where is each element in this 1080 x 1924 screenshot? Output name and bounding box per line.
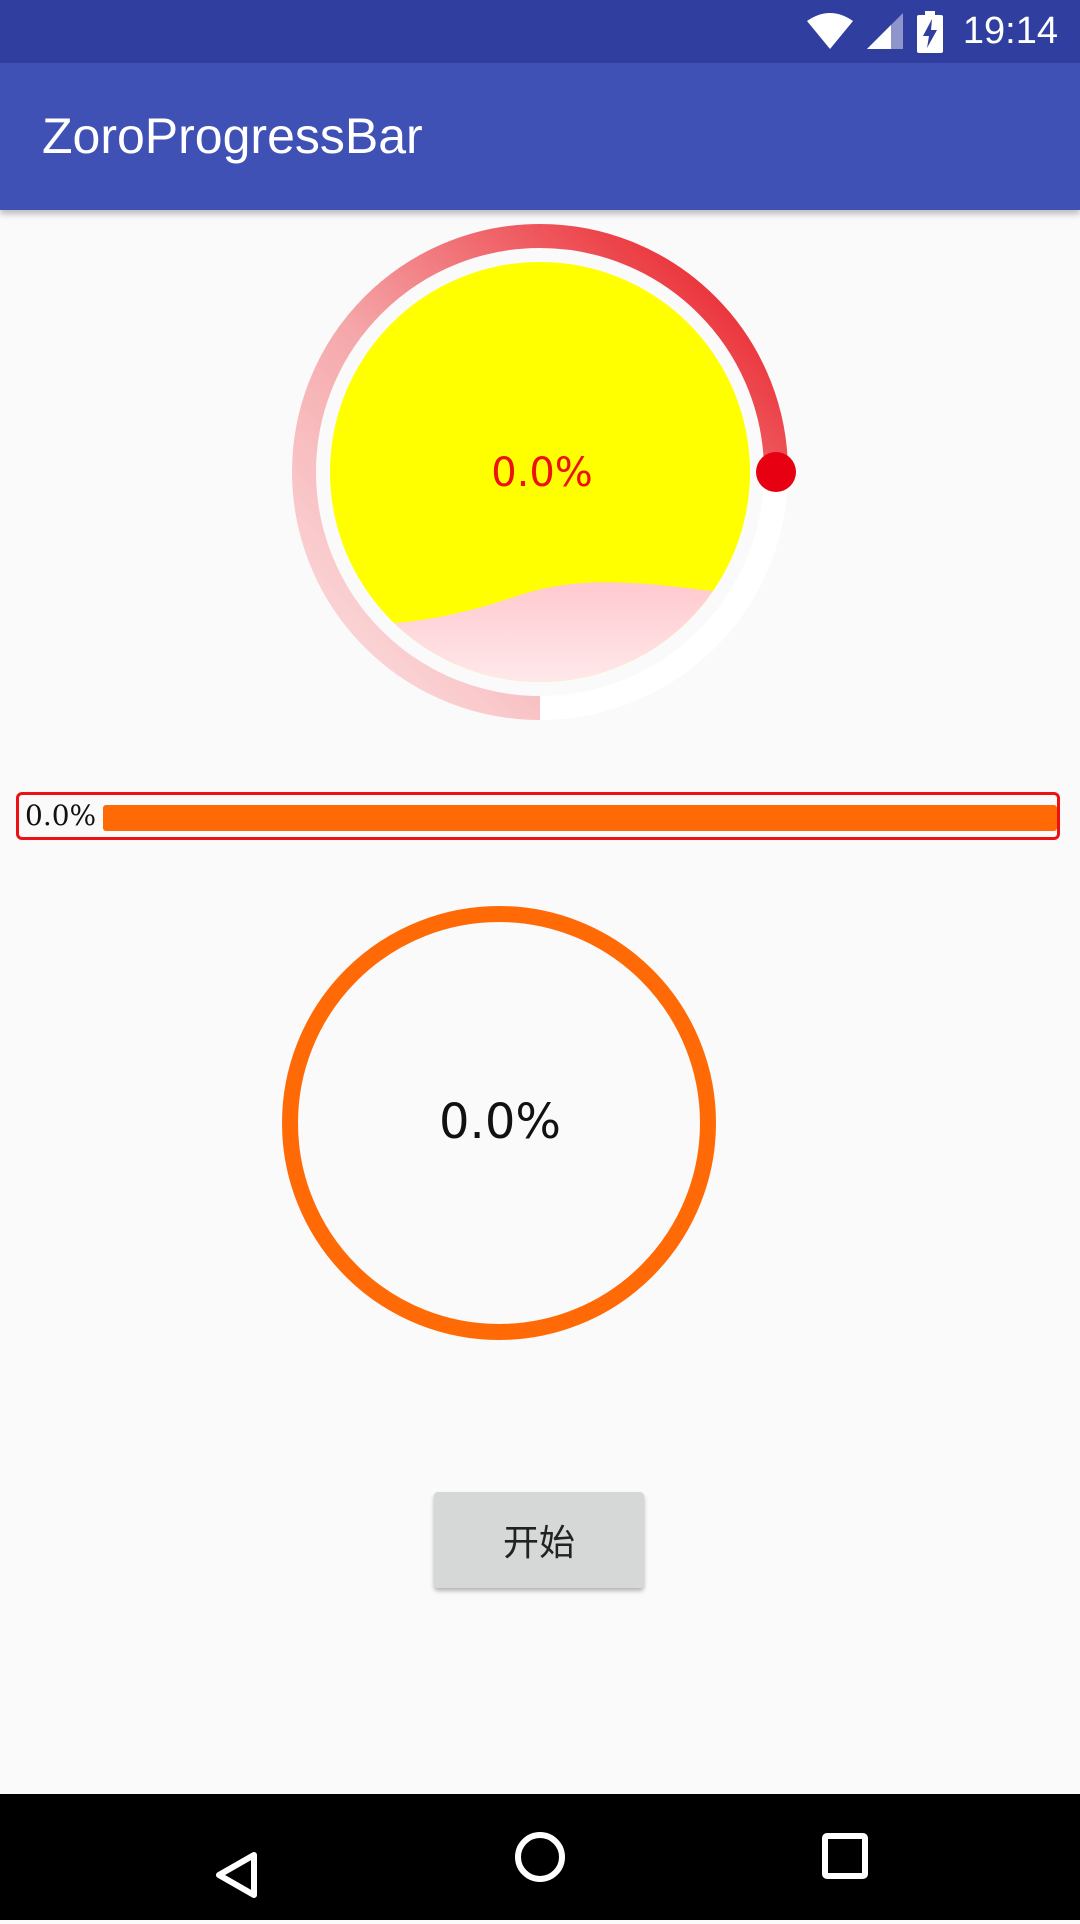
back-icon[interactable]: [216, 1852, 257, 1898]
app-title: ZoroProgressBar: [42, 108, 423, 164]
wifi-icon: [806, 12, 853, 49]
linear-progress-bar: 0.0%: [16, 792, 1060, 840]
recents-icon[interactable]: [822, 1833, 868, 1879]
ring-arc: [292, 224, 788, 720]
status-icons: 19:14: [806, 0, 1058, 63]
ring-progress-circle: [282, 906, 716, 1340]
app-bar: ZoroProgressBar: [0, 63, 1080, 210]
home-icon[interactable]: [515, 1832, 565, 1882]
linear-progress-track: [103, 805, 1057, 831]
battery-charging-icon: [916, 10, 943, 53]
ring-end-dot: [756, 452, 796, 492]
linear-progress-label: 0.0%: [25, 799, 97, 832]
circle-progress-label: 0.0%: [491, 450, 593, 496]
wave-circle-progress: 0.0%: [292, 224, 796, 720]
start-button[interactable]: 开始: [434, 1492, 644, 1588]
status-bar: 19:14: [0, 0, 1080, 63]
cell-signal-icon: [866, 12, 903, 49]
ring-progress-label: 0.0%: [439, 1094, 561, 1150]
status-time: 19:14: [962, 10, 1058, 52]
content-area: 0.0% 0.0% 0.0% 开始: [0, 210, 1080, 1794]
nav-bar: [0, 1794, 1080, 1920]
